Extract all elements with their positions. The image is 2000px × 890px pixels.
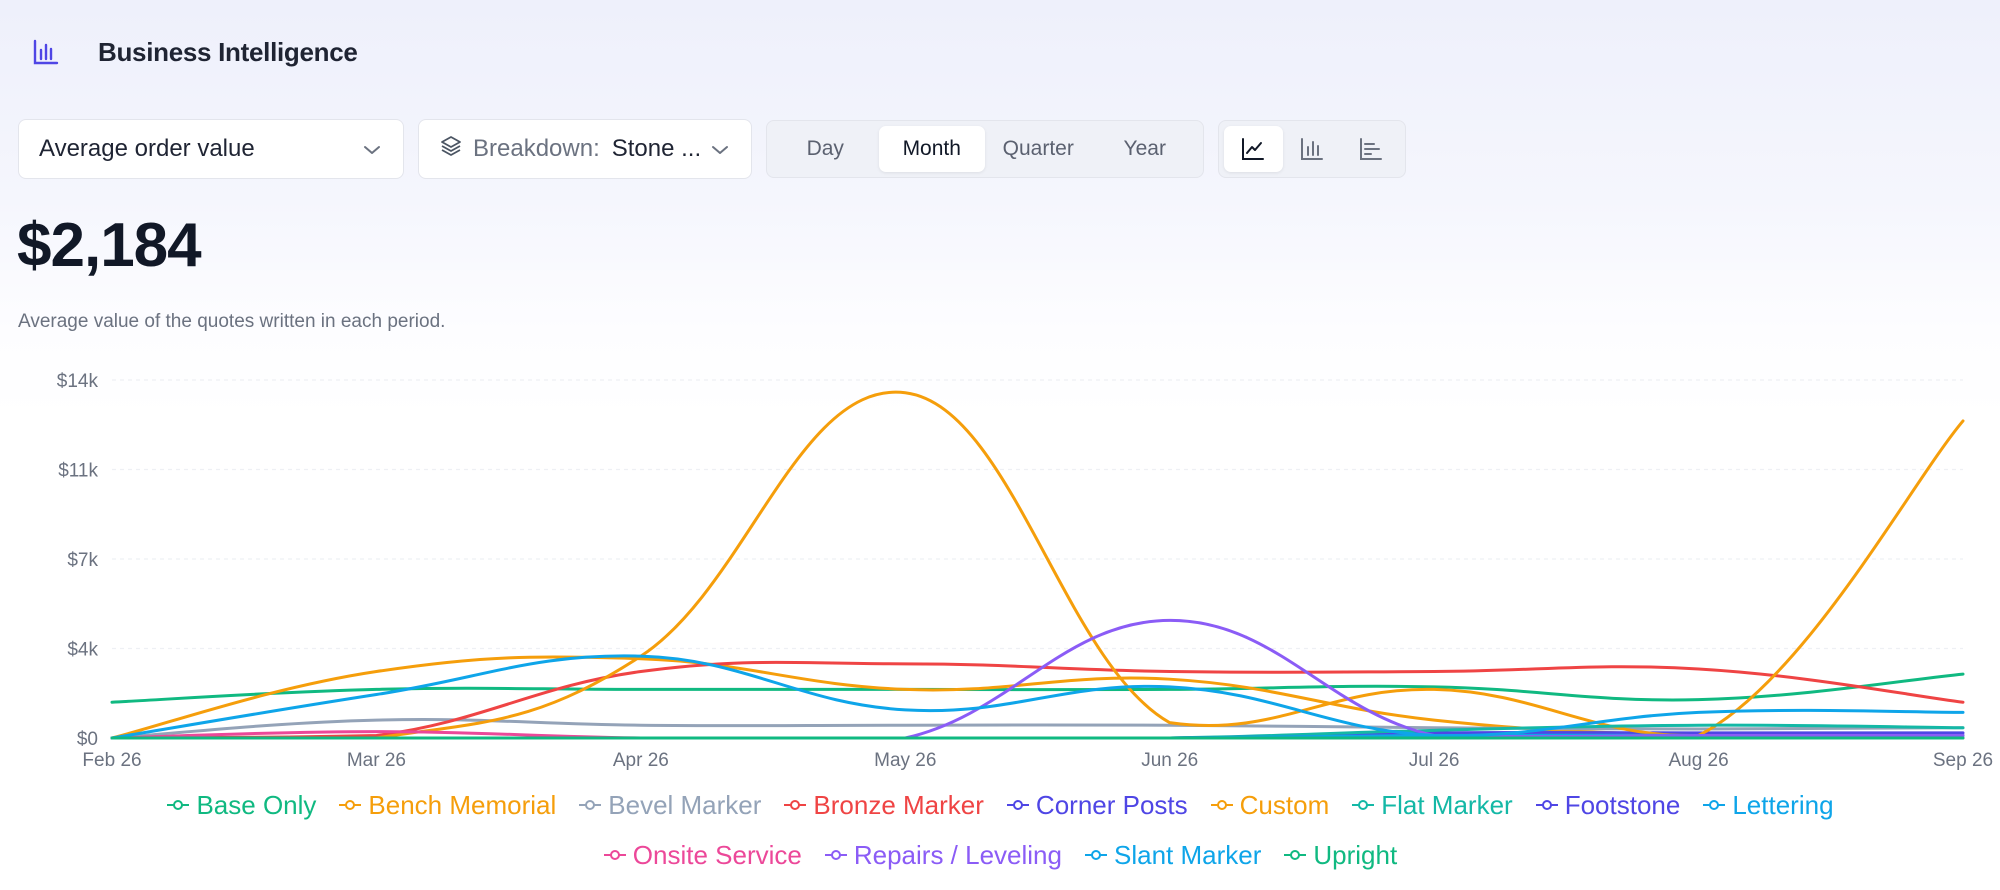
legend-label: Slant Marker [1113, 839, 1262, 870]
bar-chart-icon [18, 28, 74, 76]
legend-marker-icon [1284, 850, 1307, 860]
legend-marker-icon [579, 800, 602, 810]
series-line-custom [110, 390, 1965, 740]
horizontal-bar-chart-icon [1359, 138, 1382, 160]
legend-marker-icon [824, 850, 847, 860]
legend-item-flat-marker[interactable]: Flat Marker [1351, 789, 1513, 820]
legend-item-footstone[interactable]: Footstone [1535, 789, 1681, 820]
legend-label: Corner Posts [1035, 789, 1188, 820]
x-tick-label: Sep 26 [1933, 750, 1993, 771]
legend-label: Bevel Marker [608, 789, 762, 820]
legend-label: Bronze Marker [813, 789, 984, 820]
y-tick-label: $4k [67, 640, 98, 661]
legend-marker-icon [1084, 850, 1107, 860]
legend-marker-icon [603, 850, 626, 860]
chevron-down-icon [363, 135, 381, 163]
legend-marker-icon [339, 800, 362, 810]
legend-label: Flat Marker [1381, 789, 1513, 820]
legend-label: Lettering [1732, 789, 1834, 820]
chart-type-toggle [1218, 120, 1406, 178]
breakdown-value: Stone ... [611, 135, 702, 162]
metric-select[interactable]: Average order value [18, 119, 404, 179]
legend-label: Base Only [196, 789, 317, 820]
line-chart-icon [1242, 138, 1265, 160]
chart-legend: Base Only Bench Memorial Bevel Marker Bronz… [60, 790, 1940, 870]
breakdown-label: Breakdown: [473, 135, 600, 162]
line-chart: $0 $4k $7k $11k $14k Feb 26 Mar 26 Apr 26 May 26… [57, 371, 1993, 771]
y-tick-label: $7k [67, 550, 98, 571]
chevron-down-icon [711, 135, 729, 163]
line-chart-button[interactable] [1224, 126, 1283, 172]
app-header: Business Intelligence [18, 28, 358, 76]
y-tick-label: $14k [57, 371, 99, 392]
series-line-bronze-marker [110, 660, 1965, 740]
bar-chart-icon [1301, 138, 1323, 160]
period-toggle: Day Month Quarter Year [766, 120, 1204, 178]
layers-icon [439, 134, 463, 165]
series-line-slant-marker [110, 654, 1965, 740]
x-tick-label: Mar 26 [347, 750, 406, 771]
x-tick-label: May 26 [874, 750, 936, 771]
x-tick-label: Jul 26 [1409, 750, 1460, 771]
period-month-button[interactable]: Month [878, 126, 985, 172]
toolbar: Average order value Breakdown: Stone ...… [18, 119, 1406, 179]
legend-item-repairs-leveling[interactable]: Repairs / Leveling [824, 840, 1062, 870]
legend-item-upright[interactable]: Upright [1283, 840, 1397, 870]
legend-label: Bench Memorial [368, 789, 557, 820]
legend-label: Upright [1313, 839, 1398, 870]
breakdown-select[interactable]: Breakdown: Stone ... [418, 119, 752, 179]
legend-marker-icon [1352, 800, 1375, 810]
x-tick-label: Aug 26 [1668, 750, 1728, 771]
legend-label: Onsite Service [632, 839, 802, 870]
period-day-button[interactable]: Day [806, 137, 844, 160]
series-line-bevel-marker [110, 718, 1965, 740]
x-tick-label: Apr 26 [613, 750, 669, 771]
y-tick-label: $11k [58, 461, 98, 482]
legend-marker-icon [167, 800, 190, 810]
horizontal-bar-chart-button[interactable] [1341, 126, 1400, 172]
legend-label: Footstone [1564, 789, 1681, 820]
legend-item-slant-marker[interactable]: Slant Marker [1084, 840, 1261, 870]
metric-select-value: Average order value [39, 135, 255, 162]
period-year-button[interactable]: Year [1123, 137, 1166, 160]
legend-item-bronze-marker[interactable]: Bronze Marker [783, 790, 984, 820]
bar-chart-button[interactable] [1283, 126, 1342, 172]
x-tick-label: Feb 26 [82, 750, 141, 771]
app-title: Business Intelligence [98, 36, 358, 67]
legend-marker-icon [784, 800, 807, 810]
legend-item-base-only[interactable]: Base Only [166, 790, 316, 820]
legend-marker-icon [1703, 800, 1726, 810]
y-tick-label: $0 [77, 729, 98, 750]
legend-marker-icon [1006, 800, 1029, 810]
legend-label: Custom [1239, 789, 1330, 820]
legend-item-bevel-marker[interactable]: Bevel Marker [578, 790, 761, 820]
legend-marker-icon [1210, 800, 1233, 810]
period-quarter-button[interactable]: Quarter [1002, 137, 1074, 160]
legend-item-bench-memorial[interactable]: Bench Memorial [338, 790, 556, 820]
legend-label: Repairs / Leveling [853, 839, 1062, 870]
legend-item-corner-posts[interactable]: Corner Posts [1006, 790, 1188, 820]
metric-value: $2,184 [17, 211, 202, 280]
legend-item-custom[interactable]: Custom [1210, 789, 1330, 820]
x-tick-label: Jun 26 [1141, 750, 1198, 771]
legend-marker-icon [1535, 800, 1558, 810]
metric-description: Average value of the quotes written in e… [18, 311, 446, 332]
legend-item-onsite-service[interactable]: Onsite Service [603, 840, 802, 870]
legend-item-lettering[interactable]: Lettering [1702, 789, 1834, 820]
